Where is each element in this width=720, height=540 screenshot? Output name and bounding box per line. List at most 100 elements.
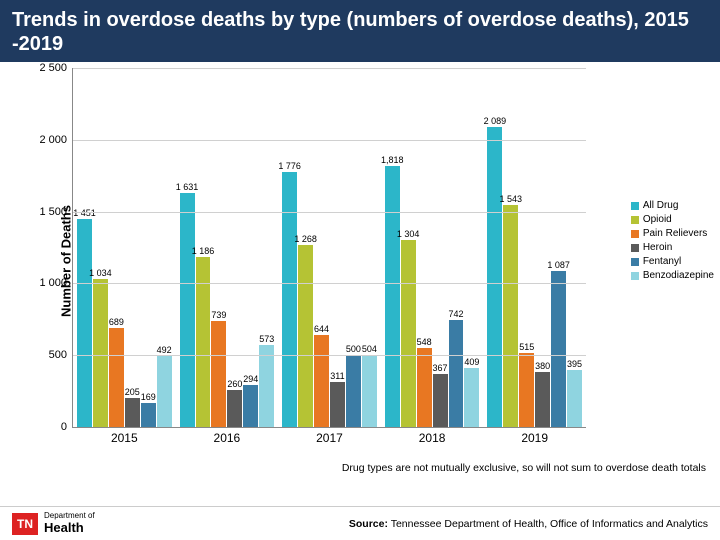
grid-line	[73, 212, 586, 213]
bar-value-label: 169	[141, 392, 156, 403]
page-title: Trends in overdose deaths by type (numbe…	[0, 0, 720, 62]
bar-value-label: 1,818	[381, 155, 404, 166]
legend-label: Benzodiazepine	[643, 270, 714, 281]
bar: 169	[141, 403, 156, 427]
bar: 1 776	[282, 172, 297, 427]
source-text: Source: Tennessee Department of Health, …	[349, 518, 708, 530]
bar-value-label: 742	[448, 309, 463, 320]
bar: 367	[433, 374, 448, 427]
bar-value-label: 644	[314, 324, 329, 335]
bar-value-label: 1 186	[192, 246, 215, 257]
legend-item: Heroin	[631, 242, 714, 253]
bar: 205	[125, 398, 140, 427]
bar: 739	[211, 321, 226, 427]
bar-value-label: 380	[535, 361, 550, 372]
health-label: Health	[44, 520, 95, 535]
bar: 1 543	[503, 205, 518, 427]
y-tick: 500	[49, 349, 73, 361]
bar: 742	[449, 320, 464, 427]
bar-value-label: 395	[567, 359, 582, 370]
bar: 689	[109, 328, 124, 427]
legend-swatch	[631, 244, 639, 252]
legend-item: Pain Relievers	[631, 228, 714, 239]
bar-value-label: 1 268	[294, 234, 317, 245]
overdose-chart: Number of Deaths 1 4511 0346892051694922…	[18, 68, 586, 454]
bar-value-label: 1 451	[73, 208, 96, 219]
bar-value-label: 1 543	[500, 194, 523, 205]
bar: 492	[157, 356, 172, 427]
legend-swatch	[631, 216, 639, 224]
bar: 1 034	[93, 279, 108, 427]
bar-group: 1,8181 3045483677424092018	[381, 68, 484, 427]
bar: 1 451	[77, 219, 92, 427]
bar-value-label: 500	[346, 344, 361, 355]
bar-group: 2 0891 5435153801 0873952019	[483, 68, 586, 427]
x-tick-label: 2019	[483, 427, 586, 445]
footnote: Drug types are not mutually exclusive, s…	[342, 462, 706, 474]
bar-value-label: 504	[362, 344, 377, 355]
bar-value-label: 367	[433, 363, 448, 374]
bar: 515	[519, 353, 534, 427]
bar-value-label: 409	[464, 357, 479, 368]
bar-value-label: 2 089	[484, 116, 507, 127]
bar-value-label: 689	[109, 317, 124, 328]
bar-value-label: 1 304	[397, 229, 420, 240]
bar: 409	[464, 368, 479, 427]
footer: TN Department of Health Source: Tennesse…	[0, 506, 720, 540]
x-tick-label: 2018	[381, 427, 484, 445]
x-tick-label: 2015	[73, 427, 176, 445]
y-tick: 2 500	[39, 62, 73, 74]
y-tick: 2 000	[39, 134, 73, 146]
legend-label: Fentanyl	[643, 256, 681, 267]
legend-swatch	[631, 272, 639, 280]
grid-line	[73, 140, 586, 141]
tn-health-logo: TN Department of Health	[12, 512, 95, 535]
bar-value-label: 1 631	[176, 182, 199, 193]
bar-group: 1 6311 1867392602945732016	[176, 68, 279, 427]
legend-label: Heroin	[643, 242, 672, 253]
y-tick: 1 500	[39, 206, 73, 218]
bar: 1 631	[180, 193, 195, 427]
legend-item: Opioid	[631, 214, 714, 225]
bar: 644	[314, 335, 329, 427]
bar: 395	[567, 370, 582, 427]
bar: 1 186	[196, 257, 211, 427]
legend-label: Opioid	[643, 214, 672, 225]
bar-group: 1 4511 0346892051694922015	[73, 68, 176, 427]
legend-item: Benzodiazepine	[631, 270, 714, 281]
y-tick: 0	[61, 421, 73, 433]
x-tick-label: 2016	[176, 427, 279, 445]
bar: 260	[227, 390, 242, 427]
bar-value-label: 1 034	[89, 268, 112, 279]
legend: All Drug Opioid Pain Relievers Heroin Fentan…	[631, 200, 714, 284]
bar: 548	[417, 348, 432, 427]
bar-group: 1 7761 2686443115005042017	[278, 68, 381, 427]
legend-swatch	[631, 230, 639, 238]
bar: 573	[259, 345, 274, 427]
bar: 380	[535, 372, 550, 427]
tn-logo-box: TN	[12, 513, 38, 535]
bar-value-label: 739	[211, 310, 226, 321]
x-tick-label: 2017	[278, 427, 381, 445]
grid-line	[73, 283, 586, 284]
plot-area: 1 4511 03468920516949220151 6311 1867392…	[72, 68, 586, 428]
legend-label: All Drug	[643, 200, 679, 211]
dept-label: Department of	[44, 512, 95, 520]
bar-value-label: 515	[519, 342, 534, 353]
bar-value-label: 294	[243, 374, 258, 385]
bar: 311	[330, 382, 345, 427]
legend-item: Fentanyl	[631, 256, 714, 267]
bar-value-label: 573	[259, 334, 274, 345]
bar: 500	[346, 355, 361, 427]
bar-value-label: 1 087	[547, 260, 570, 271]
legend-item: All Drug	[631, 200, 714, 211]
bar-value-label: 311	[330, 371, 344, 382]
bar-value-label: 205	[125, 387, 140, 398]
grid-line	[73, 68, 586, 69]
bar-value-label: 1 776	[278, 161, 301, 172]
bar: 1,818	[385, 166, 400, 427]
bar: 1 304	[401, 240, 416, 427]
bar: 2 089	[487, 127, 502, 427]
legend-swatch	[631, 258, 639, 266]
bar: 1 087	[551, 271, 566, 427]
